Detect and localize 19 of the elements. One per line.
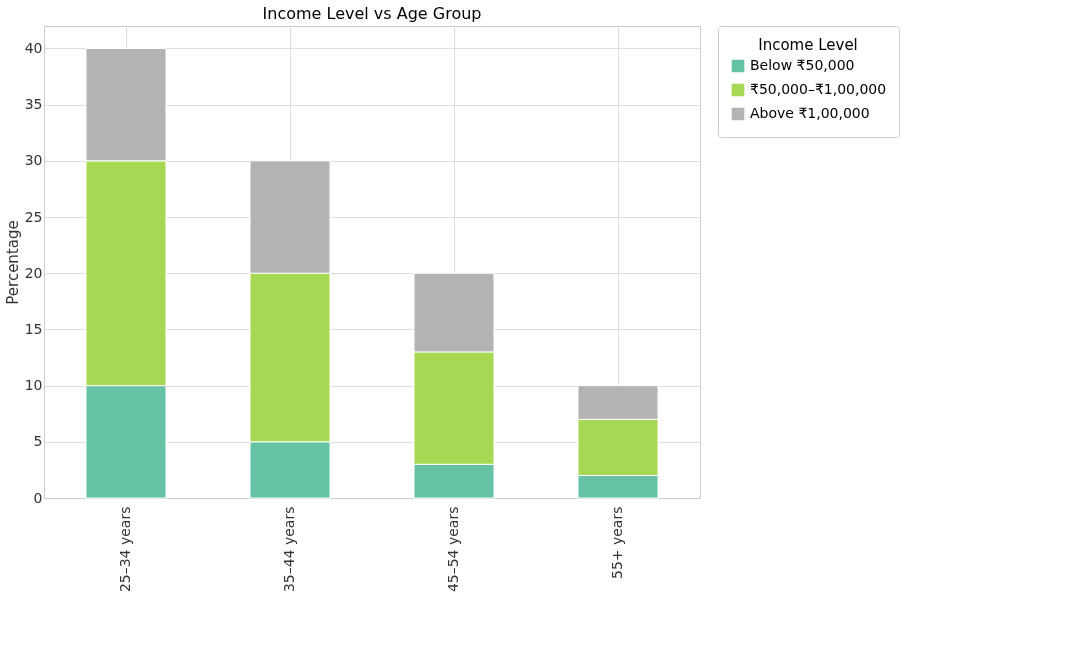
x-tick-label: 25–34 years	[117, 506, 133, 593]
legend-label: Below ₹50,000	[750, 57, 855, 73]
y-tick-label: 20	[24, 264, 43, 281]
chart-title: Income Level vs Age Group	[262, 3, 482, 23]
legend-title: Income Level	[758, 36, 858, 54]
y-tick-label: 25	[24, 208, 43, 225]
y-tick-label: 35	[24, 96, 43, 113]
y-axis-title: Percentage	[3, 220, 22, 305]
x-tick-label: 45–54 years	[445, 506, 461, 593]
x-tick-label: 55+ years	[609, 506, 625, 580]
y-tick-label: 10	[24, 377, 43, 394]
legend-label: Above ₹1,00,000	[750, 105, 870, 121]
y-tick-label: 15	[24, 320, 43, 337]
y-tick-label: 0	[33, 489, 43, 506]
y-tick-label: 5	[33, 433, 43, 450]
y-tick-label: 30	[24, 152, 43, 169]
legend-label: ₹50,000–₹1,00,000	[750, 81, 887, 97]
x-tick-label: 35–44 years	[281, 506, 297, 593]
y-tick-label: 40	[24, 39, 43, 56]
